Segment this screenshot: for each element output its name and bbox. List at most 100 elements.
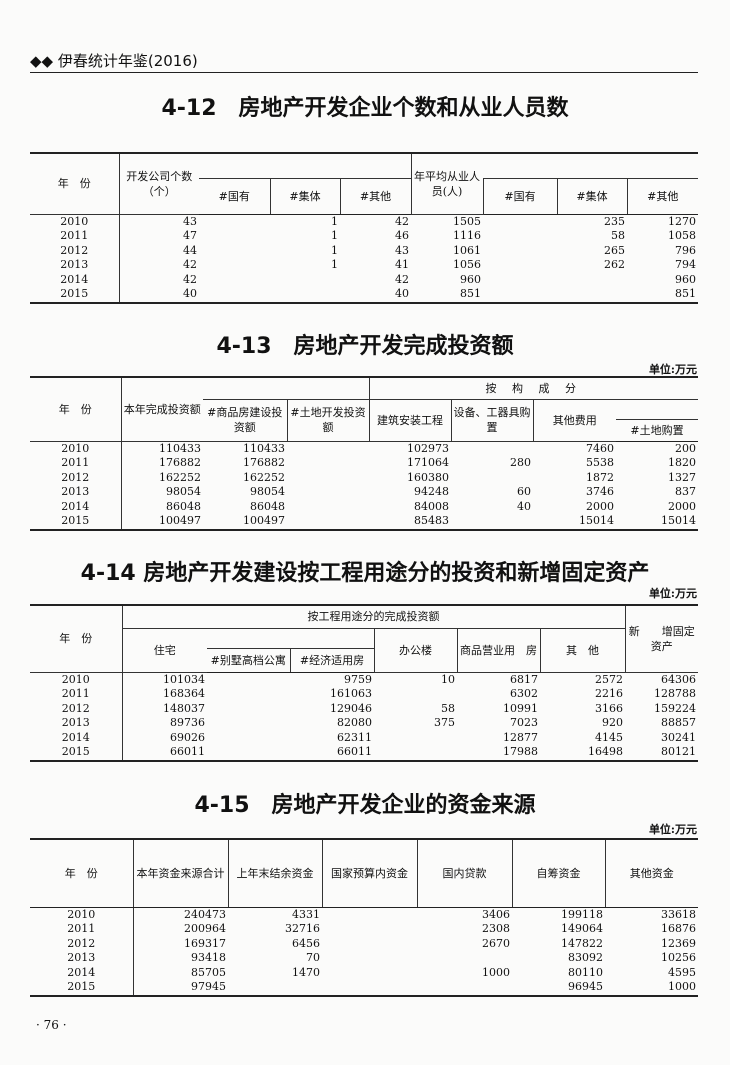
col-header: #别墅高档公寓 (207, 648, 291, 673)
year-cell: 2011 (30, 687, 123, 702)
value-cell: 169317 (184, 936, 226, 950)
value-cell: 86048 (166, 499, 201, 513)
value-cell: 960 (675, 272, 697, 286)
col-header: 上年末结余资金 (227, 839, 323, 908)
value-cell: 262 (604, 258, 625, 272)
table-row: 2015 97945 96945 1000 (30, 980, 698, 996)
table-row: 2015 66011 66011 17988 16498 80121 (30, 745, 698, 761)
table-row: 2010 240473 4331 3406 199118 33618 (30, 907, 698, 922)
value-cell: 1 (331, 258, 338, 272)
value-cell (287, 514, 369, 530)
year-cell: 2012 (30, 243, 120, 258)
col-header: #其他 (626, 178, 699, 215)
year-cell: 2013 (30, 716, 123, 731)
value-cell (374, 745, 457, 761)
table-row: 2013 42 1 41 1056 262 794 (30, 258, 698, 273)
value-cell (483, 273, 557, 288)
value-cell: 86048 (250, 499, 285, 513)
value-cell: 12369 (661, 936, 696, 950)
value-cell (199, 273, 270, 288)
value-cell: 199118 (561, 907, 603, 921)
value-cell: 33618 (661, 907, 696, 921)
value-cell: 3406 (482, 907, 510, 921)
value-cell: 265 (604, 243, 625, 257)
value-cell: 43 (183, 214, 197, 228)
value-cell: 240473 (184, 907, 226, 921)
value-cell (207, 716, 290, 731)
value-cell: 375 (434, 716, 455, 730)
table-row: 2013 93418 70 83092 10256 (30, 951, 698, 966)
value-cell (199, 214, 270, 229)
value-cell: 176882 (159, 456, 201, 470)
value-cell: 41 (395, 258, 409, 272)
col-header: 国内贷款 (416, 839, 513, 908)
table-4-14-title: 4-14 房地产开发建设按工程用途分的投资和新增固定资产 (80, 561, 650, 586)
value-cell: 82080 (337, 716, 372, 730)
value-cell: 280 (510, 456, 531, 470)
value-cell: 851 (460, 287, 481, 301)
value-cell (322, 951, 417, 966)
table-row: 2015 40 40 851 851 (30, 287, 698, 303)
value-cell (199, 229, 270, 244)
value-cell: 160380 (407, 470, 449, 484)
value-cell: 1820 (668, 456, 696, 470)
col-header: 年 份 (30, 153, 120, 215)
page-number: · 76 · (36, 1018, 67, 1032)
value-cell: 176882 (243, 456, 285, 470)
value-cell: 97945 (191, 980, 226, 994)
value-cell (287, 441, 369, 456)
col-header: 年 份 (30, 605, 123, 673)
value-cell: 42 (183, 258, 197, 272)
value-cell: 2572 (595, 672, 624, 686)
value-cell: 2000 (586, 499, 614, 513)
year-cell: 2013 (30, 485, 122, 500)
value-cell: 17988 (503, 745, 538, 759)
table-row: 2014 85705 1470 1000 80110 4595 (30, 965, 698, 980)
value-cell: 96945 (568, 980, 603, 994)
year-cell: 2014 (30, 499, 122, 514)
value-cell (483, 244, 557, 259)
value-cell: 129046 (330, 701, 372, 715)
col-header: 本年完成投资额 (120, 377, 203, 442)
value-cell: 1470 (292, 965, 320, 979)
table-4-15-title: 4-15 房地产开发企业的资金来源 (194, 793, 536, 818)
value-cell: 85705 (191, 965, 226, 979)
table-4-13-title: 4-13 房地产开发完成投资额 (216, 334, 514, 359)
value-cell: 40 (183, 287, 197, 301)
value-cell: 80110 (568, 965, 603, 979)
value-cell: 10991 (503, 701, 538, 715)
value-cell: 85483 (414, 514, 449, 528)
col-header: 年 份 (30, 839, 134, 908)
value-cell (322, 922, 417, 937)
table-row: 2013 89736 82080 375 7023 920 88857 (30, 716, 698, 731)
col-header: #集体 (269, 178, 341, 215)
year-cell: 2012 (30, 470, 122, 485)
value-cell: 794 (675, 258, 697, 272)
value-cell: 6456 (292, 936, 320, 950)
col-header: 建筑安装工程 (368, 399, 452, 442)
year-cell: 2014 (30, 272, 120, 287)
value-cell (483, 214, 557, 229)
value-cell: 40 (517, 499, 531, 513)
year-cell: 2011 (30, 922, 134, 937)
table-row: 2014 42 42 960 960 (30, 272, 698, 288)
table-row: 2012 148037 129046 58 10991 3166 159224 (30, 701, 698, 716)
col-header: 按 构 成 分 (368, 377, 698, 400)
value-cell (228, 980, 322, 996)
value-cell: 837 (675, 485, 696, 499)
year-cell: 2014 (30, 730, 123, 745)
value-cell: 83092 (568, 951, 603, 965)
value-cell: 9759 (344, 672, 372, 686)
year-cell: 2013 (30, 258, 120, 273)
value-cell: 2308 (482, 922, 510, 936)
value-cell: 128788 (654, 687, 697, 701)
value-cell (287, 485, 369, 500)
col-header: #土地购置 (616, 419, 698, 442)
value-cell: 200964 (184, 922, 226, 936)
value-cell: 162252 (243, 470, 285, 484)
col-header: 按工程用途分的完成投资额 (121, 605, 626, 629)
value-cell (270, 287, 340, 303)
value-cell (483, 287, 557, 303)
value-cell (451, 514, 533, 530)
value-cell: 1000 (668, 980, 696, 994)
